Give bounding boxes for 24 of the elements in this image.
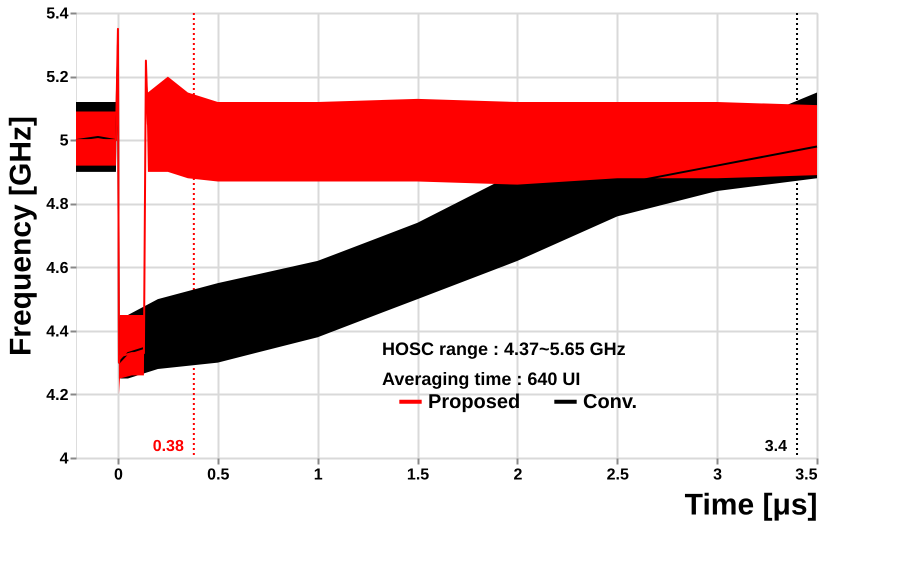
legend-label: Conv. [583,390,638,413]
x-tick-label: 1.5 [406,466,430,484]
y-tick-label: 4.6 [46,260,69,277]
y-axis-title: Frequency [GHz] [4,116,38,356]
ref-line-label: 0.38 [152,438,184,455]
x-tick-label: 2.5 [606,466,629,484]
y-tick-label: 5.4 [46,6,69,22]
x-tick-label: 0 [114,466,123,484]
y-tick-label: 5 [60,132,69,150]
annotation: HOSC range : 4.37~5.65 GHz [382,339,626,359]
legend-label: Proposed [428,390,520,413]
x-tick-label: 3.5 [795,466,818,484]
x-axis-title: Time [μs] [684,488,818,522]
y-tick-label: 4.2 [46,386,69,404]
x-tick-label: 3 [713,466,722,484]
x-tick-label: 1 [314,466,323,484]
y-tick-label: 4.8 [46,196,69,214]
x-tick-label: 0.5 [207,466,230,484]
y-tick-label: 4.4 [46,323,69,340]
y-tick-label: 5.2 [46,69,69,86]
ref-line-label: 3.4 [764,438,788,455]
x-tick-label: 2 [513,466,522,484]
annotation: Averaging time : 640 UI [382,369,580,389]
y-tick-label: 4 [60,450,69,468]
